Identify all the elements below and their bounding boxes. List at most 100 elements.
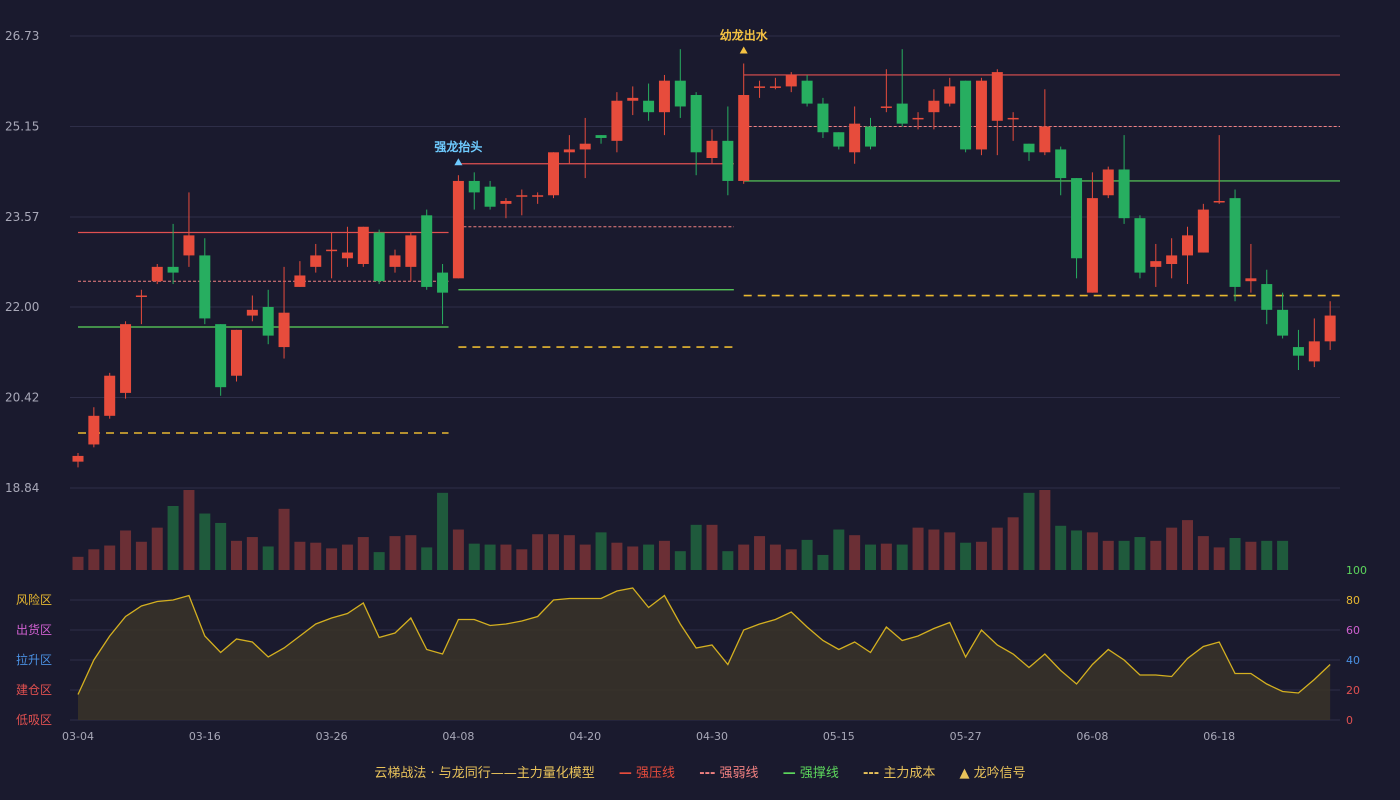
candle-body — [373, 232, 385, 282]
candle-body — [722, 140, 734, 181]
volume-bar — [389, 536, 401, 570]
candle-body — [865, 126, 876, 147]
candle-body — [516, 195, 528, 197]
volume-bar — [658, 540, 670, 570]
volume-bar — [1055, 525, 1067, 570]
volume-bar — [912, 527, 924, 570]
volume-bar — [246, 537, 258, 570]
volume-bar — [532, 534, 544, 570]
osc-tick-label: 20 — [1346, 684, 1360, 697]
candle-body — [72, 455, 84, 462]
volume-bar — [960, 542, 972, 570]
volume-bar — [865, 544, 876, 570]
candle-body — [151, 266, 163, 282]
candle-body — [183, 235, 195, 256]
volume-bar — [849, 535, 861, 570]
volume-bar — [975, 541, 987, 570]
candle-body — [658, 80, 670, 113]
volume-bar — [183, 490, 195, 570]
volume-bar — [1102, 540, 1114, 570]
volume-bar — [1229, 538, 1241, 570]
volume-bar — [1071, 530, 1083, 570]
volume-bar — [72, 556, 84, 570]
volume-bar — [1182, 520, 1193, 570]
x-tick-label: 03-04 — [62, 730, 94, 743]
volume-bar — [1213, 547, 1225, 570]
candle-body — [262, 306, 274, 336]
candle-body — [1007, 117, 1019, 120]
price-tick-label: 18.84 — [5, 481, 39, 495]
candle-body — [706, 140, 718, 159]
osc-tick-label: 40 — [1346, 654, 1360, 667]
osc-tick-label: 80 — [1346, 594, 1360, 607]
candle-body — [912, 117, 924, 120]
candle-body — [1118, 169, 1130, 219]
candle-body — [1229, 198, 1241, 287]
candle-body — [215, 324, 227, 388]
volume-bar — [199, 513, 211, 570]
volume-bar — [674, 551, 686, 570]
volume-bar — [500, 544, 512, 570]
x-tick-label: 05-15 — [823, 730, 855, 743]
candle-body — [199, 255, 211, 319]
x-tick-label: 03-16 — [189, 730, 221, 743]
candle-body — [1277, 309, 1289, 336]
zone-label: 出货区 — [16, 622, 52, 637]
candle-body — [738, 95, 750, 181]
legend-item-support: — 强撑线 — [782, 766, 839, 781]
osc-tick-label: 0 — [1346, 714, 1353, 727]
volume-bar — [278, 508, 290, 570]
volume-bar — [833, 529, 845, 570]
volume-bar — [754, 536, 766, 570]
candle-body — [579, 143, 591, 150]
signal-marker-icon — [454, 158, 463, 166]
volume-bar — [595, 532, 607, 570]
volume-bar — [579, 544, 591, 570]
candle-body — [690, 95, 702, 153]
candle-body — [326, 249, 338, 252]
volume-bar — [405, 535, 417, 570]
candle-body — [135, 295, 147, 298]
volume-bar — [484, 544, 496, 570]
legend-item-cost: --- 主力成本 — [862, 766, 936, 781]
volume-bar — [928, 529, 940, 570]
candle-body — [389, 255, 401, 267]
volume-bar — [548, 534, 559, 570]
candle-body — [1324, 315, 1336, 342]
price-tick-label: 25.15 — [5, 120, 39, 134]
volume-bar — [1197, 536, 1209, 570]
candle-body — [278, 312, 290, 348]
volume-bar — [437, 492, 449, 570]
zone-label: 风险区 — [16, 592, 52, 607]
candle-body — [1086, 198, 1098, 293]
oscillator-area — [78, 588, 1331, 720]
volume-bar — [151, 527, 163, 570]
volume-bar — [627, 546, 639, 570]
candle-body — [88, 415, 100, 445]
legend-item-signal: ▲ 龙吟信号 — [959, 766, 1026, 781]
signal-marker-icon — [739, 46, 748, 54]
candle-body — [1023, 143, 1035, 153]
candle-body — [452, 180, 464, 279]
candle-body — [896, 103, 908, 124]
legend-item-resistance: — 强压线 — [618, 766, 676, 781]
candle-body — [769, 86, 781, 88]
candlestick-chart: 26.73 25.15 23.57 22.00 20.42 18.84 100 80 60 40 2… — [5, 27, 1367, 743]
x-tick-label: 04-08 — [442, 730, 474, 743]
candle-body — [357, 226, 369, 265]
candle-body — [1308, 341, 1320, 362]
volume-bar — [468, 543, 480, 570]
volume-bar — [1118, 540, 1130, 570]
signal-label: 强龙抬头 — [434, 139, 482, 154]
volume-bar — [769, 544, 781, 570]
volume-bar — [1039, 490, 1051, 570]
volume-bar — [785, 549, 797, 570]
volume-bar — [88, 549, 100, 570]
volume-bar — [722, 551, 734, 570]
x-tick-label: 06-18 — [1203, 730, 1235, 743]
candle-body — [548, 152, 559, 196]
candle-body — [674, 80, 686, 107]
volume-bar — [1023, 492, 1035, 570]
candle-body — [1055, 149, 1067, 179]
candle-body — [849, 123, 861, 153]
